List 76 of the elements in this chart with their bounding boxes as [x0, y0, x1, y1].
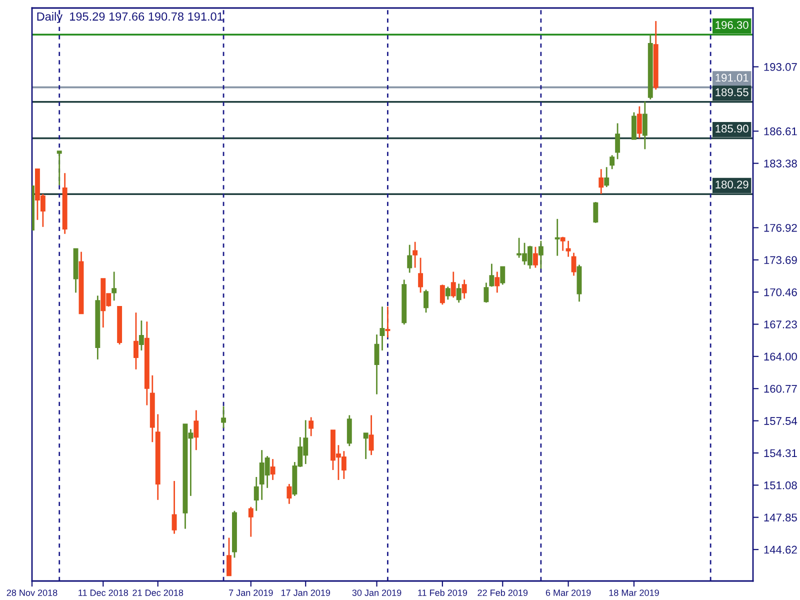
y-tick-label: 157.54 [764, 417, 798, 425]
candlestick [593, 201, 598, 224]
candlestick [566, 240, 571, 258]
x-tick-label: 17 Jan 2019 [281, 590, 330, 596]
candlestick [424, 288, 428, 314]
candlestick [194, 410, 199, 451]
chart-title: Daily 195.29 197.66 190.78 191.01 [37, 12, 223, 24]
y-tick-label: 160.77 [764, 384, 797, 393]
candlestick [134, 312, 138, 370]
candlestick [407, 244, 412, 274]
candlestick [412, 241, 418, 268]
candlestick [374, 334, 380, 395]
candlestick [385, 306, 390, 338]
ref-line-label: 180.29 [716, 180, 748, 188]
ref-line-label: 196.30 [716, 21, 748, 29]
candlestick [484, 282, 489, 304]
candlestick [450, 271, 456, 298]
candlestick [221, 406, 226, 429]
candlestick [363, 432, 368, 460]
x-tick-label: 11 Dec 2018 [78, 590, 128, 596]
y-tick-label: 167.23 [764, 320, 797, 328]
candlestick [112, 271, 117, 302]
candlestick [254, 476, 259, 512]
candlestick [418, 257, 424, 294]
ref-line-label: 191.01 [716, 74, 748, 82]
candlestick [248, 506, 254, 538]
candlestick [494, 271, 500, 294]
candlestick [440, 284, 445, 306]
candlestick [571, 252, 576, 276]
y-tick-label: 186.61 [764, 127, 797, 136]
ref-line-label: 185.90 [716, 124, 748, 133]
x-tick-label: 30 Jan 2019 [352, 590, 402, 596]
candlestick [172, 480, 177, 534]
x-tick-label: 22 Feb 2019 [478, 589, 528, 596]
candlestick [533, 246, 538, 268]
candlestick [560, 236, 566, 252]
candlestick [615, 122, 620, 160]
candlestick [226, 537, 232, 576]
y-tick-label: 176.92 [764, 224, 797, 232]
candlestick [445, 286, 450, 300]
candlestick [368, 414, 374, 456]
candlestick [56, 150, 62, 186]
candlestick [286, 483, 292, 505]
candlestick [456, 282, 462, 304]
candlestick [604, 166, 610, 188]
x-tick-label: 18 Mar 2019 [609, 590, 659, 596]
x-tick-label: 6 Mar 2019 [546, 590, 591, 596]
candlestick [632, 112, 636, 140]
candlestick [598, 168, 604, 195]
candlestick [636, 106, 642, 139]
y-tick-label: 144.62 [764, 546, 797, 554]
y-tick-label: 173.69 [764, 256, 797, 264]
y-tick-label: 164.00 [764, 352, 797, 361]
x-tick-label: 28 Nov 2018 [6, 590, 58, 596]
x-tick-label: 21 Dec 2018 [132, 590, 184, 596]
candlestick [489, 263, 494, 288]
candlestick [138, 320, 144, 352]
candlestick [270, 458, 276, 481]
x-tick-label: 7 Jan 2019 [229, 590, 273, 596]
candlestick [308, 416, 314, 437]
candlestick [642, 100, 648, 150]
candlestick [610, 154, 615, 170]
candlestick [554, 218, 560, 256]
y-tick-label: 147.85 [764, 514, 797, 522]
y-tick-label: 151.08 [764, 481, 797, 490]
y-tick-label: 193.07 [764, 63, 797, 71]
candlestick [380, 306, 385, 352]
ref-line-label: 189.55 [716, 88, 748, 96]
y-tick-label: 154.31 [764, 449, 797, 458]
candlestick [538, 240, 544, 270]
candlestick [346, 414, 352, 447]
x-tick-label: 11 Feb 2019 [418, 589, 468, 596]
y-tick-label: 183.38 [764, 160, 797, 168]
candlestick [462, 279, 467, 300]
candlestick [500, 266, 506, 286]
y-tick-label: 170.46 [764, 288, 797, 296]
